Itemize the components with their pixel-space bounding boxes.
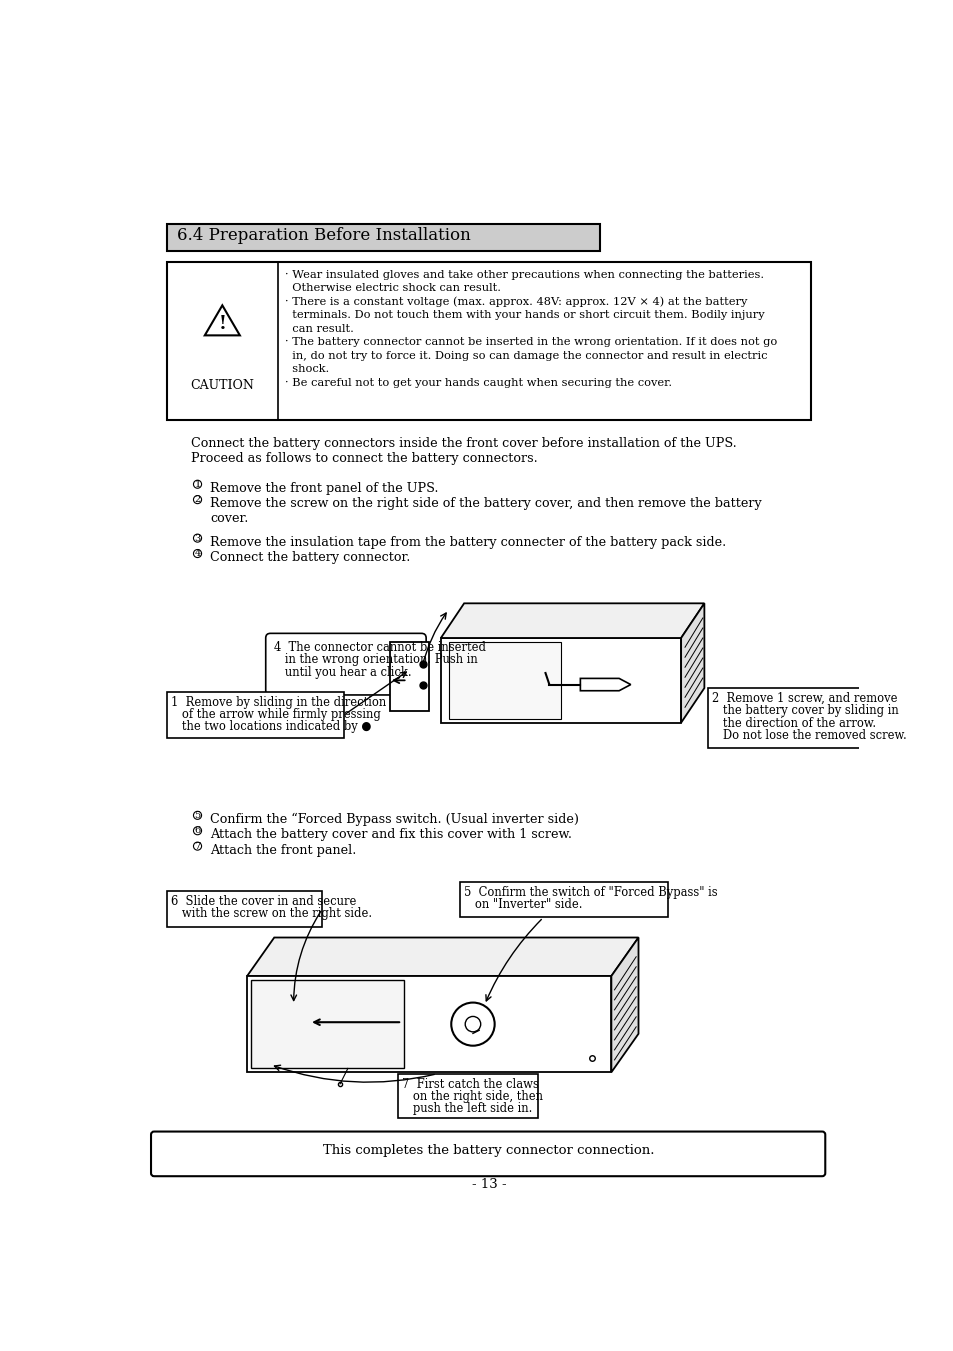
Text: CAUTION: CAUTION bbox=[191, 378, 254, 392]
Bar bbox=[459, 882, 667, 917]
Text: of the arrow while firmly pressing: of the arrow while firmly pressing bbox=[171, 708, 380, 721]
Text: in, do not try to force it. Doing so can damage the connector and result in elec: in, do not try to force it. Doing so can… bbox=[285, 351, 767, 361]
Text: the direction of the arrow.: the direction of the arrow. bbox=[711, 716, 876, 730]
Text: until you hear a click.: until you hear a click. bbox=[274, 666, 412, 678]
Bar bbox=[448, 642, 560, 719]
Text: Do not lose the removed screw.: Do not lose the removed screw. bbox=[711, 728, 906, 742]
Text: cover.: cover. bbox=[210, 512, 248, 526]
Polygon shape bbox=[680, 604, 703, 723]
FancyBboxPatch shape bbox=[151, 1132, 824, 1177]
FancyBboxPatch shape bbox=[266, 634, 426, 694]
Bar bbox=[167, 692, 344, 738]
Bar bbox=[251, 979, 403, 1069]
Bar bbox=[390, 642, 429, 711]
Text: Connect the battery connector.: Connect the battery connector. bbox=[210, 551, 410, 563]
Text: 2: 2 bbox=[194, 494, 200, 504]
Text: on "Inverter" side.: on "Inverter" side. bbox=[464, 898, 582, 911]
Text: 4  The connector cannot be inserted: 4 The connector cannot be inserted bbox=[274, 642, 486, 654]
Text: 6  Slide the cover in and secure: 6 Slide the cover in and secure bbox=[171, 896, 356, 908]
Text: This completes the battery connector connection.: This completes the battery connector con… bbox=[323, 1143, 654, 1156]
Text: Otherwise electric shock can result.: Otherwise electric shock can result. bbox=[285, 284, 500, 293]
Text: shock.: shock. bbox=[285, 365, 329, 374]
Text: Attach the front panel.: Attach the front panel. bbox=[210, 843, 355, 857]
Text: Remove the insulation tape from the battery connecter of the battery pack side.: Remove the insulation tape from the batt… bbox=[210, 535, 725, 549]
Text: in the wrong orientation. Push in: in the wrong orientation. Push in bbox=[274, 654, 477, 666]
Text: 5  Confirm the switch of "Forced Bypass" is: 5 Confirm the switch of "Forced Bypass" … bbox=[464, 886, 717, 898]
Text: 3: 3 bbox=[194, 534, 200, 543]
Bar bbox=[167, 892, 322, 927]
Text: Connect the battery connectors inside the front cover before installation of the: Connect the battery connectors inside th… bbox=[192, 436, 737, 450]
Text: · Be careful not to get your hands caught when securing the cover.: · Be careful not to get your hands caugh… bbox=[285, 378, 672, 388]
Polygon shape bbox=[611, 938, 638, 1073]
Bar bbox=[397, 1074, 537, 1119]
Text: · The battery connector cannot be inserted in the wrong orientation. If it does : · The battery connector cannot be insert… bbox=[285, 338, 777, 347]
Bar bbox=[247, 975, 611, 1073]
Bar bbox=[167, 262, 810, 420]
Text: Confirm the “Forced Bypass switch. (Usual inverter side): Confirm the “Forced Bypass switch. (Usua… bbox=[210, 813, 578, 825]
Text: 4: 4 bbox=[194, 549, 200, 558]
Text: can result.: can result. bbox=[285, 324, 354, 334]
Bar bbox=[440, 638, 680, 723]
Text: !: ! bbox=[218, 315, 226, 332]
Bar bbox=[154, 1135, 821, 1173]
Text: 5: 5 bbox=[194, 811, 200, 820]
Bar bbox=[707, 688, 874, 748]
Text: 7: 7 bbox=[194, 842, 200, 851]
Text: 2  Remove 1 screw, and remove: 2 Remove 1 screw, and remove bbox=[711, 692, 897, 705]
Text: with the screw on the right side.: with the screw on the right side. bbox=[171, 908, 372, 920]
Text: Remove the screw on the right side of the battery cover, and then remove the bat: Remove the screw on the right side of th… bbox=[210, 497, 760, 511]
Text: Attach the battery cover and fix this cover with 1 screw.: Attach the battery cover and fix this co… bbox=[210, 828, 572, 842]
Bar bbox=[167, 224, 599, 251]
Text: 1  Remove by sliding in the direction: 1 Remove by sliding in the direction bbox=[171, 696, 386, 709]
Text: 6: 6 bbox=[194, 827, 200, 835]
Text: 7  First catch the claws: 7 First catch the claws bbox=[402, 1078, 538, 1090]
Text: 6.4 Preparation Before Installation: 6.4 Preparation Before Installation bbox=[177, 227, 471, 243]
Text: · There is a constant voltage (max. approx. 48V: approx. 12V × 4) at the battery: · There is a constant voltage (max. appr… bbox=[285, 297, 747, 308]
Text: Proceed as follows to connect the battery connectors.: Proceed as follows to connect the batter… bbox=[192, 451, 537, 465]
Text: 1: 1 bbox=[194, 480, 200, 489]
Text: terminals. Do not touch them with your hands or short circuit them. Bodily injur: terminals. Do not touch them with your h… bbox=[285, 311, 764, 320]
Text: the battery cover by sliding in: the battery cover by sliding in bbox=[711, 704, 898, 717]
Polygon shape bbox=[440, 604, 703, 638]
Text: - 13 -: - 13 - bbox=[471, 1178, 506, 1190]
Text: on the right side, then: on the right side, then bbox=[402, 1090, 542, 1102]
Text: push the left side in.: push the left side in. bbox=[402, 1102, 532, 1116]
Text: Remove the front panel of the UPS.: Remove the front panel of the UPS. bbox=[210, 482, 438, 494]
Text: · Wear insulated gloves and take other precautions when connecting the batteries: · Wear insulated gloves and take other p… bbox=[285, 270, 763, 280]
Polygon shape bbox=[247, 938, 638, 975]
Text: the two locations indicated by ●: the two locations indicated by ● bbox=[171, 720, 371, 734]
